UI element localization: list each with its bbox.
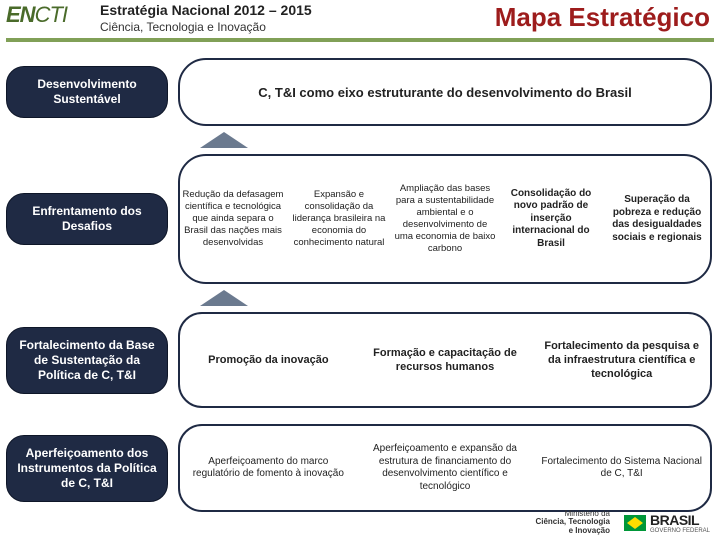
header-subtitle: Ciência, Tecnologia e Inovação <box>100 20 266 34</box>
arrow-up-icon <box>200 290 248 306</box>
challenge-cell: Redução da defasagem científica e tecnol… <box>180 156 286 282</box>
base-cell: Promoção da inovação <box>180 314 357 406</box>
arrow-up-icon <box>200 132 248 148</box>
pill-label-2: Enfrentamento dos Desafios <box>6 193 168 245</box>
row-base-strengthening: Fortalecimento da Base de Sustentação da… <box>0 308 720 412</box>
axis-statement: C, T&I como eixo estruturante do desenvo… <box>178 58 712 126</box>
base-cell: Fortalecimento da pesquisa e da infraest… <box>533 314 710 406</box>
header-title: Estratégia Nacional 2012 – 2015 <box>100 2 312 18</box>
challenge-cell: Ampliação das bases para a sustentabilid… <box>392 156 498 282</box>
challenge-cell: Expansão e consolidação da liderança bra… <box>286 156 392 282</box>
challenges-bubble: Redução da defasagem científica e tecnol… <box>178 154 712 284</box>
pill-label-4: Aperfeiçoamento dos Instrumentos da Polí… <box>6 435 168 502</box>
spacer <box>0 412 720 420</box>
brasil-sub: GOVERNO FEDERAL <box>650 528 710 534</box>
pill-label-3: Fortalecimento da Base de Sustentação da… <box>6 327 168 394</box>
instrument-cell: Aperfeiçoamento e expansão da estrutura … <box>357 426 534 510</box>
instrument-cell: Fortalecimento do Sistema Nacional de C,… <box>533 426 710 510</box>
arrow-strip-2 <box>0 288 720 308</box>
base-cell: Formação e capacitação de recursos human… <box>357 314 534 406</box>
header: ENCTI Estratégia Nacional 2012 – 2015 Ci… <box>0 0 720 52</box>
instrument-cell: Aperfeiçoamento do marco regulatório de … <box>180 426 357 510</box>
row-sustainable-development: Desenvolvimento Sustentável C, T&I como … <box>0 54 720 130</box>
brasil-word: BRASIL <box>650 512 710 528</box>
challenge-cell: Consolidação do novo padrão de inserção … <box>498 156 604 282</box>
header-rule <box>6 38 714 42</box>
brazil-flag-icon <box>624 515 646 531</box>
ministry-text: Ministério da Ciência, Tecnologia e Inov… <box>535 510 610 536</box>
pill-label-1: Desenvolvimento Sustentável <box>6 66 168 118</box>
row-challenges: Enfrentamento dos Desafios Redução da de… <box>0 150 720 288</box>
challenge-cell: Superação da pobreza e redução das desig… <box>604 156 710 282</box>
header-map-title: Mapa Estratégico <box>495 2 710 33</box>
row-instruments: Aperfeiçoamento dos Instrumentos da Polí… <box>0 420 720 516</box>
brasil-logo: BRASIL GOVERNO FEDERAL <box>624 512 710 534</box>
ministry-line: e Inovação <box>535 527 610 536</box>
instruments-bubble: Aperfeiçoamento do marco regulatório de … <box>178 424 712 512</box>
encti-logo: ENCTI <box>6 2 67 28</box>
footer: Ministério da Ciência, Tecnologia e Inov… <box>535 510 710 536</box>
base-bubble: Promoção da inovação Formação e capacita… <box>178 312 712 408</box>
arrow-strip-1 <box>0 130 720 150</box>
